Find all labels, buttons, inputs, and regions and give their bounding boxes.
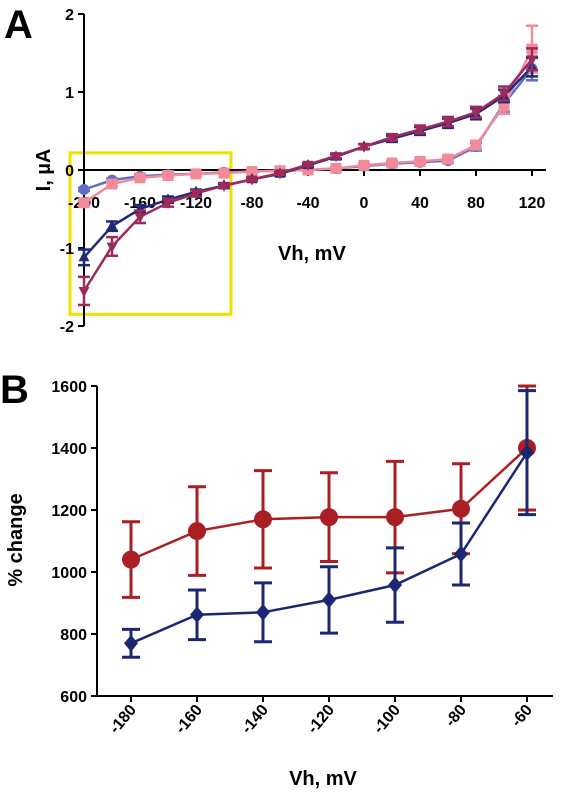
data-point [470, 108, 482, 119]
data-point [78, 251, 90, 262]
panel-a-y-axis-title: I, µA [33, 149, 55, 192]
panel-a-label: A [4, 3, 33, 47]
panel-a-x-axis-title: Vh, mV [278, 243, 346, 265]
series-1 [122, 389, 536, 659]
data-point [414, 125, 426, 136]
data-point [218, 167, 230, 179]
series-line [83, 48, 534, 204]
panel-b-series [122, 384, 536, 659]
data-point [526, 55, 538, 66]
y-tick-label: 2 [65, 7, 74, 24]
data-point [452, 499, 470, 518]
data-point [330, 162, 342, 174]
data-point [320, 508, 338, 527]
y-tick-label: 0 [65, 163, 74, 180]
y-tick-label: 1600 [51, 379, 87, 396]
x-tick-label: -80 [240, 195, 263, 212]
data-point [190, 189, 202, 200]
data-point [254, 510, 272, 529]
data-point [190, 168, 202, 180]
x-tick-label: -160 [172, 702, 206, 738]
data-point [302, 160, 314, 171]
y-tick-label: 1400 [51, 441, 87, 458]
highlight-box [68, 151, 233, 316]
data-point [78, 287, 90, 298]
x-tick-label: -60 [508, 702, 536, 731]
data-point [388, 576, 402, 594]
x-tick-label: 40 [411, 195, 429, 212]
y-tick-label: 800 [60, 627, 87, 644]
x-tick-label: -120 [180, 195, 212, 212]
data-point [162, 198, 174, 210]
data-point [274, 169, 286, 180]
series-1 [78, 24, 538, 209]
x-tick-label: 80 [467, 195, 485, 212]
data-point [106, 242, 118, 253]
data-point [78, 197, 90, 209]
panel-b: B -180 -160 -140 -120 -100 -80 -60 600 800 1000 12… [0, 368, 553, 790]
data-point [106, 219, 118, 231]
data-point [520, 444, 534, 462]
panel-b-x-axis-title: Vh, mV [289, 768, 357, 790]
y-tick-label: 1 [65, 85, 74, 102]
data-point [470, 139, 482, 151]
data-point [442, 117, 454, 128]
panel-a-series [78, 24, 538, 307]
data-point [162, 169, 174, 181]
data-point [190, 606, 204, 624]
y-tick-label: -2 [60, 319, 74, 336]
x-tick-label: -80 [442, 702, 470, 731]
panel-b-label: B [0, 368, 29, 412]
data-point [358, 159, 370, 171]
y-tick-label: 1000 [51, 565, 87, 582]
data-point [414, 155, 426, 167]
data-point [188, 522, 206, 541]
data-point [386, 508, 404, 527]
data-point [330, 152, 342, 163]
data-point [442, 153, 454, 165]
data-point [78, 184, 90, 195]
data-point [358, 142, 370, 153]
data-point [124, 634, 138, 652]
y-tick-label: 1200 [51, 503, 87, 520]
x-tick-label: -140 [238, 702, 272, 738]
data-point [386, 157, 398, 169]
data-point [498, 89, 510, 100]
series-3 [78, 47, 538, 307]
data-point [454, 545, 468, 563]
data-point [246, 166, 258, 178]
data-point [498, 100, 510, 112]
data-point [322, 591, 336, 609]
x-tick-label: -180 [106, 702, 140, 738]
data-point [218, 181, 230, 192]
x-tick-label: 120 [519, 195, 546, 212]
data-point [256, 603, 270, 621]
data-point [246, 175, 258, 186]
data-point [134, 212, 146, 224]
data-point [122, 550, 140, 569]
x-tick-label: 0 [360, 195, 369, 212]
panel-b-y-axis-title: % change [5, 493, 27, 586]
data-point [386, 133, 398, 144]
x-tick-label: -40 [296, 195, 319, 212]
x-tick-label: -100 [370, 702, 404, 738]
y-tick-label: 600 [60, 689, 87, 706]
data-point [106, 178, 118, 190]
data-point [134, 172, 146, 184]
x-tick-label: -120 [304, 702, 338, 738]
y-tick-label: -1 [60, 241, 74, 258]
